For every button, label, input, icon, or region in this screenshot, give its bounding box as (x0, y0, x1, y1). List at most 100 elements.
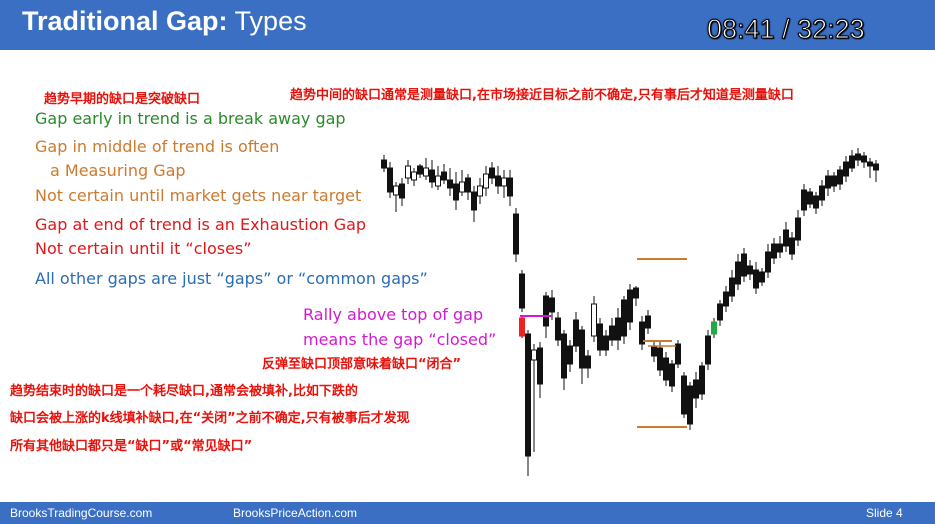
exhaustion-gap-text-2: Not certain until it “closes” (35, 239, 252, 258)
candle-body (609, 325, 615, 341)
candle-body (381, 159, 387, 169)
candle-body (615, 317, 621, 341)
candle-body (459, 181, 465, 193)
candle-body (669, 363, 675, 387)
candle-body (603, 335, 609, 351)
candle-body (717, 303, 723, 321)
candle-body (597, 323, 603, 351)
candle-body (747, 265, 753, 275)
candle-body (651, 345, 657, 357)
cn-exhaustion-note-1: 趋势结束时的缺口是一个耗尽缺口,通常会被填补,比如下跌的 (10, 384, 358, 399)
footer-left-link: BrooksTradingCourse.com (10, 506, 153, 520)
candle-body (531, 349, 537, 361)
cn-exhaustion-note-2: 缺口会被上涨的k线填补缺口,在“关闭”之前不确定,只有被事后才发现 (10, 411, 410, 426)
candle-body (411, 171, 417, 181)
candle-body (645, 315, 651, 329)
gap-candle-body (519, 317, 525, 337)
candle-body (501, 177, 507, 187)
slide-number: Slide 4 (866, 506, 903, 520)
candle-body (621, 299, 627, 337)
candle-body (561, 333, 567, 379)
candle-body (759, 271, 765, 283)
footer-center-link: BrooksPriceAction.com (233, 506, 358, 520)
common-gap-text: All other gaps are just “gaps” or “commo… (35, 269, 428, 288)
candle-body (489, 167, 495, 179)
candle-body (579, 329, 585, 369)
candle-body (567, 345, 573, 365)
slide-title-light: Types (227, 6, 307, 36)
candle-body (441, 171, 447, 181)
candle-body (699, 365, 705, 395)
candle-body (543, 295, 549, 327)
candle-body (519, 273, 525, 309)
candle-body (537, 347, 543, 385)
candle-body (549, 297, 555, 313)
candle-body (873, 163, 879, 171)
candle-body (657, 347, 663, 371)
candle-body (639, 321, 645, 345)
candle-body (855, 153, 861, 161)
slide-title: Traditional Gap: Types (22, 6, 307, 37)
candle-body (471, 191, 477, 211)
exhaustion-gap-text-1: Gap at end of trend is an Exhaustion Gap (35, 215, 367, 234)
gap-markers (520, 258, 687, 428)
candle-body (849, 155, 855, 169)
measuring-gap-text-2: a Measuring Gap (50, 161, 186, 180)
video-timer: 08:41 / 32:23 (707, 14, 866, 45)
candle-body (777, 243, 783, 253)
candle-body (585, 355, 591, 369)
candle-body (723, 291, 729, 307)
candle-body (663, 357, 669, 381)
candle-body (789, 237, 795, 255)
candle-body (399, 183, 405, 199)
candle-body (813, 195, 819, 209)
candle-body (867, 161, 873, 167)
gap-candle-body (711, 321, 717, 335)
candle-body (591, 303, 597, 337)
candle-body (825, 175, 831, 189)
candle-body (465, 177, 471, 193)
candle-body (795, 217, 801, 241)
candle-body (831, 175, 837, 187)
candle-body (741, 253, 747, 277)
title-bar (0, 0, 935, 50)
cn-common-note: 所有其他缺口都只是“缺口”或“常见缺口” (10, 439, 253, 454)
candle-body (393, 185, 399, 196)
rally-gap-closed-text-2: means the gap “closed” (303, 330, 497, 349)
candle-body (843, 161, 849, 177)
candle-body (627, 289, 633, 323)
candle-body (435, 175, 441, 187)
candle-body (783, 229, 789, 247)
candle-body (405, 165, 411, 179)
measuring-gap-text-3: Not certain until market gets near targe… (35, 186, 362, 205)
candle-body (771, 243, 777, 259)
cn-breakaway-note: 趋势早期的缺口是突破缺口 (44, 92, 201, 107)
slide-title-bold: Traditional Gap: (22, 6, 228, 36)
candle-body (573, 319, 579, 347)
candle-body (675, 343, 681, 365)
candle-body (495, 175, 501, 187)
candle-body (765, 251, 771, 273)
breakaway-gap-text: Gap early in trend is a break away gap (35, 109, 346, 128)
cn-measuring-note: 趋势中间的缺口通常是测量缺口,在市场接近目标之前不确定,只有事后才知道是测量缺口 (290, 88, 794, 103)
candle-body (555, 317, 561, 341)
candle-body (687, 385, 693, 425)
candle-body (807, 191, 813, 205)
candle-body (387, 167, 393, 193)
candle-body (525, 333, 531, 457)
candle-body (633, 287, 639, 299)
candle-body (735, 261, 741, 285)
candle-body (429, 169, 435, 183)
candle-body (681, 375, 687, 415)
candle-body (507, 177, 513, 197)
candle-body (753, 269, 759, 289)
cn-rally-note: 反弹至缺口顶部意味着缺口“闭合” (262, 357, 462, 372)
footer-bar: BrooksTradingCourse.com BrooksPriceActio… (0, 502, 935, 524)
candle-body (729, 277, 735, 297)
candle-body (423, 167, 429, 177)
candle-body (861, 155, 867, 163)
candle-body (801, 189, 807, 211)
candle-body (447, 179, 453, 189)
rally-gap-closed-text-1: Rally above top of gap (303, 305, 484, 324)
